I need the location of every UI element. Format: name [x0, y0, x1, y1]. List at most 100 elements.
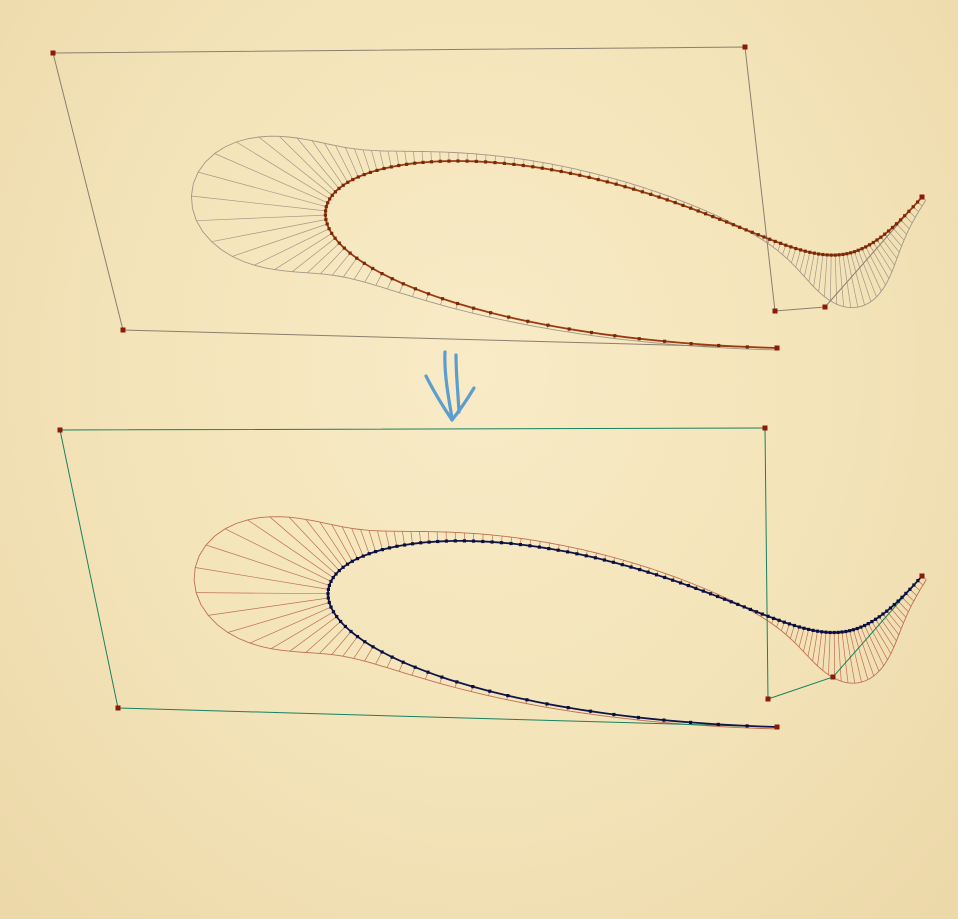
curve-sample-point: [870, 620, 874, 624]
comb-tooth: [196, 214, 326, 222]
curve-sample-point: [907, 209, 911, 213]
control-point-handle[interactable]: [919, 194, 925, 200]
comb-tooth: [427, 531, 430, 543]
control-point-handle[interactable]: [50, 50, 56, 56]
curve-sample-point: [390, 277, 394, 281]
curve-sample-point: [512, 162, 516, 166]
comb-tooth: [360, 529, 370, 554]
curve-sample-point: [337, 186, 341, 191]
curve-sample-point: [362, 173, 366, 177]
control-point-handle[interactable]: [830, 674, 836, 680]
comb-tooth: [823, 254, 828, 297]
curve-sample-point: [339, 619, 343, 624]
curve-sample-point: [401, 282, 405, 286]
curve-sample-point: [341, 183, 345, 187]
curve-sample-point: [614, 182, 618, 186]
comb-tooth: [867, 623, 888, 660]
comb-tooth: [331, 524, 353, 562]
comb-tooth: [362, 149, 371, 173]
curve-sample-point: [367, 552, 371, 556]
comb-tooth: [413, 151, 416, 164]
control-point-handle[interactable]: [742, 44, 748, 50]
control-point-handle[interactable]: [115, 705, 121, 711]
curve-sample-point: [696, 209, 700, 213]
comb-tooth: [860, 626, 880, 672]
curve-sample-point: [654, 573, 659, 577]
curve-sample-point: [436, 539, 440, 544]
control-point-handle[interactable]: [765, 696, 771, 702]
comb-tooth: [892, 227, 905, 241]
curve-sample-point: [361, 554, 365, 558]
comb-tooth: [818, 254, 824, 292]
curve-sample-point: [337, 569, 341, 573]
curve-sample-point: [663, 575, 667, 580]
curve-sample-point: [447, 159, 451, 163]
curve-sample-point: [716, 722, 720, 726]
curve-sample-point: [566, 706, 570, 710]
curve-sample-point: [679, 581, 683, 585]
comb-tooth: [786, 246, 792, 259]
comb-tooth: [829, 255, 832, 301]
curve-sample-point: [773, 239, 777, 243]
control-point-handle[interactable]: [57, 427, 63, 433]
comb-tooth: [386, 278, 393, 290]
curve-sample-point: [440, 297, 445, 301]
curve-sample-point: [768, 237, 772, 241]
modified-curvature-comb: [195, 516, 927, 729]
control-point-handle[interactable]: [774, 345, 780, 351]
curve-sample-point: [848, 629, 852, 633]
curve-sample-point: [462, 539, 466, 543]
comb-tooth: [385, 531, 390, 548]
curve-sample-point: [756, 233, 760, 237]
curve-sample-point: [330, 231, 334, 235]
curve-sample-point: [824, 630, 828, 634]
curve-sample-point: [820, 630, 824, 634]
curve-sample-point: [550, 168, 554, 172]
curve-sample-point: [481, 539, 485, 544]
control-point-handle[interactable]: [822, 304, 828, 310]
curve-sample-point: [509, 541, 513, 546]
curve-sample-point: [371, 266, 375, 271]
comb-tooth: [375, 273, 383, 286]
curve-sample-point: [821, 252, 825, 257]
comb-tooth: [812, 631, 818, 662]
comb-tooth: [335, 145, 354, 180]
control-point-handle[interactable]: [762, 425, 768, 431]
comb-tooth: [822, 632, 827, 671]
control-point-handle[interactable]: [120, 327, 126, 333]
comb-tooth: [364, 268, 374, 283]
curve-sample-point: [405, 162, 409, 166]
comb-tooth: [861, 248, 882, 292]
curve-sample-point: [852, 250, 857, 254]
curve-sample-point: [662, 718, 666, 722]
comb-tooth: [344, 147, 359, 178]
curve-sample-point: [808, 250, 812, 254]
curve-sample-point: [578, 173, 582, 177]
curve-sample-point: [389, 165, 393, 169]
curve-sample-point: [348, 251, 352, 255]
control-point-handle[interactable]: [774, 724, 780, 730]
curve-sample-point: [429, 160, 434, 164]
control-point-handle[interactable]: [772, 308, 778, 314]
curve-sample-point: [794, 246, 798, 251]
curve-sample-point: [837, 253, 841, 257]
curve-sample-point: [427, 540, 431, 544]
curve-sample-point: [689, 206, 693, 210]
comb-tooth: [196, 592, 329, 595]
comb-tooth: [837, 632, 842, 682]
comb-tooth: [856, 628, 875, 677]
original-control-polygon: [52, 46, 923, 349]
curve-sample-point: [333, 190, 337, 194]
comb-tooth: [846, 253, 859, 308]
comb-tooth: [269, 516, 337, 575]
comb-tooth: [838, 254, 845, 307]
control-point-handle[interactable]: [919, 573, 925, 579]
comb-tooth: [850, 252, 865, 306]
original-curve-sample-points: [323, 159, 924, 350]
curve-sample-point: [387, 546, 392, 550]
curve-sample-point: [829, 253, 833, 257]
curve-sample-point: [620, 563, 624, 567]
curve-sample-point: [894, 222, 899, 226]
curve-sample-point: [537, 545, 541, 549]
comb-tooth: [311, 140, 344, 186]
